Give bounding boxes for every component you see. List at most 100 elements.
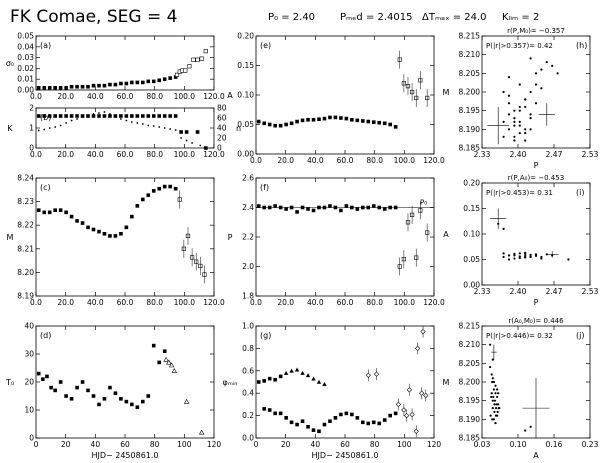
data-point [86,225,90,230]
panel-label-e: (e) [260,41,271,50]
panel-b-frame [35,107,215,149]
data-point [513,254,516,257]
data-point [513,120,516,123]
data-point-diamond-open [395,401,402,408]
data-point [45,374,49,379]
data-point [102,231,107,236]
data-point [173,75,178,79]
data-point [162,184,167,189]
y-tick-label: 10 [24,406,34,415]
x-tick-label: 0.0 [250,298,262,307]
data-point [119,231,123,236]
data-point [124,81,129,86]
data-point [513,109,516,112]
x-tick-label: 0.16 [546,440,563,449]
x-tick-label: 100 [177,440,192,449]
data-point-n [43,128,46,131]
data-point-triangle-open [168,362,175,368]
data-point [42,114,47,118]
data-point-triangle [283,370,289,375]
data-point [518,255,521,258]
data-point [534,102,538,105]
data-point [317,117,321,121]
data-point [524,251,527,254]
x-tick-label: 100.0 [174,92,196,101]
data-point [284,122,288,127]
data-point [513,135,516,138]
data-point-n [169,128,172,130]
data-point-n [163,127,166,129]
data-point [179,130,183,134]
x-tick-label: 120.0 [203,92,225,101]
data-point [295,422,299,427]
data-point [350,117,354,122]
data-point [53,86,57,90]
data-point [300,205,305,210]
data-point-diamond-open [409,411,415,418]
x-tick-label: 0.10 [510,440,527,449]
data-point [507,258,511,261]
stat-correlation: r(P,A₀)= −0.453 [508,174,564,182]
data-point [91,227,96,232]
data-point [556,72,559,75]
data-point-n [98,112,100,114]
x-tick-label: 2.53 [582,287,599,296]
x-tick-label: 80 [370,440,380,449]
data-point [64,394,68,398]
data-point-diamond-open [414,345,421,352]
data-point [567,258,570,261]
data-point [124,225,129,230]
data-point-diamond-open [365,372,371,378]
data-point [311,428,316,432]
panel-f-frame [255,177,435,297]
x-axis-label: HJD− 2450861.0 [311,451,378,460]
panel-a: 0.0 20.0 40.0 60.0 80.0 100.0 120.00.000.010.0… [6,32,225,102]
data-point [151,189,156,193]
panel-b: 0.0 20.0 40.0 60.0 80.0 100.0 120.001202040608… [7,104,241,160]
data-point [507,102,511,105]
data-point-triangle-open [198,429,205,435]
data-point [393,125,398,129]
y-tick-label: 0.02 [17,64,34,73]
data-point [493,403,496,406]
data-point [382,121,387,126]
y-tick-label: 0.04 [17,42,34,51]
data-point [311,208,316,213]
x-tick-label: 2.53 [582,150,599,159]
data-point [36,208,41,212]
data-point [306,207,310,211]
y-axis-label: A [443,230,449,239]
data-point [496,388,499,391]
data-point [491,380,494,384]
data-point [69,214,74,219]
data-point [494,384,497,387]
data-point-n [158,126,161,128]
data-point [361,205,365,210]
y-axis-label: T₀ [5,378,14,387]
data-point [113,234,118,238]
data-point-n [185,139,188,142]
data-point-open [187,64,192,69]
data-point [328,419,332,423]
y-tick-label: 2.2 [242,233,254,242]
x-axis-label: P [534,298,539,307]
data-point [490,373,493,376]
data-point [36,86,41,90]
y-tick-label: 1.0 [242,322,254,331]
data-point [58,208,63,212]
data-point [58,380,63,384]
data-point [267,408,272,412]
data-point-triangle [289,368,294,373]
data-point [300,419,305,423]
data-point [295,119,299,124]
data-point-triangle [305,373,311,378]
y-tick-label: 0.6 [242,366,254,375]
data-point [262,379,267,383]
x-tick-label: 0.23 [582,440,599,449]
reference-label-p0: P₀ [420,199,427,207]
data-point [529,90,532,94]
y-tick-label: 2.0 [242,262,254,271]
x-tick-label: 60 [340,440,350,449]
y-tick-label: 0 [29,434,34,443]
data-point [80,221,85,225]
